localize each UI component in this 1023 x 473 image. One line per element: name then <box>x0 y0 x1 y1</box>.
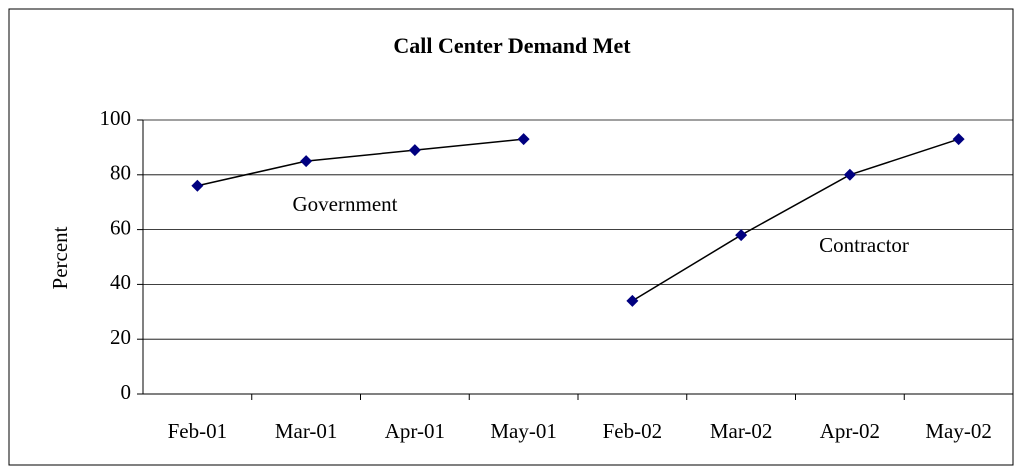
series-line <box>631 138 959 302</box>
data-point <box>843 168 856 181</box>
x-tick-label: Mar-01 <box>275 419 338 443</box>
data-point <box>735 229 748 242</box>
y-tick-label: 60 <box>110 215 131 239</box>
x-tick-label: Feb-01 <box>168 419 228 443</box>
y-tick-label: 0 <box>121 380 132 404</box>
x-tick-label: May-01 <box>490 419 557 443</box>
y-tick-label: 80 <box>110 161 131 185</box>
data-point <box>191 179 204 192</box>
series-label: Contractor <box>819 233 909 257</box>
data-point <box>952 133 965 146</box>
chart-frame <box>8 8 1014 466</box>
series-label: Government <box>293 192 398 216</box>
series-line <box>197 138 524 187</box>
y-axis-label: Percent <box>48 226 72 289</box>
chart-title: Call Center Demand Met <box>393 33 631 58</box>
data-point <box>626 294 639 307</box>
x-tick-label: Feb-02 <box>603 419 663 443</box>
y-tick-label: 40 <box>110 270 131 294</box>
x-tick-label: Mar-02 <box>710 419 773 443</box>
y-tick-label: 20 <box>110 325 131 349</box>
x-tick-label: May-02 <box>925 419 992 443</box>
x-tick-label: Apr-02 <box>820 419 880 443</box>
y-tick-label: 100 <box>100 106 132 130</box>
x-tick-label: Apr-01 <box>385 419 445 443</box>
data-point <box>517 133 530 146</box>
data-point <box>408 144 421 157</box>
data-point <box>300 155 313 168</box>
